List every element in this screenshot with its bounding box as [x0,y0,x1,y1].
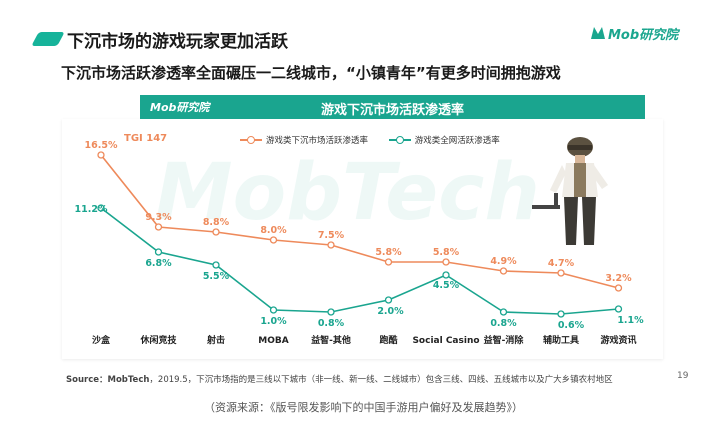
series-line-2 [100,207,619,315]
data-label-s1-4: 7.5% [318,230,345,241]
data-label-s1-6: 5.8% [433,247,460,258]
image-caption: （资源来源：《版号限发影响下的中国手游用户偏好及发展趋势》） [204,401,523,414]
data-point-s2-1 [154,248,163,256]
data-label-s1-2: 8.8% [203,217,230,228]
data-label-s2-4: 0.8% [318,318,345,329]
data-label-s1-7: 4.9% [490,256,517,267]
data-point-s1-0 [97,151,105,159]
source-text: ，2019.5，下沉市场指的是三线以下城市（非一线、新一线、二线城市）包含三线、… [149,375,613,385]
data-label-s2-8: 0.6% [558,320,585,331]
data-label-s2-0: 11.2% [75,204,108,215]
data-label-s2-2: 5.5% [203,271,230,282]
chart-legend: 游戏类下沉市场活跃渗透率 游戏类全网活跃渗透率 [240,134,518,147]
data-point-s1-3 [269,236,278,244]
data-label-s1-1: 9.3% [145,212,172,223]
data-label-s2-9: 1.1% [617,315,644,326]
watermark: MobTech [155,148,540,238]
x-tick-label-7: 益智-消除 [484,334,525,346]
game-character-illustration [532,137,608,245]
data-label-s2-1: 6.8% [145,258,172,269]
data-label-s2-7: 0.8% [490,318,517,329]
x-tick-label-8: 辅助工具 [543,334,579,346]
data-point-s1-9 [614,284,623,292]
brand-name: Mob研究院 [608,28,679,43]
page-number: 19 [677,371,689,381]
data-point-s1-5 [384,258,393,266]
data-point-s2-4 [327,308,335,316]
data-label-s1-3: 8.0% [260,225,287,236]
data-point-s1-6 [442,258,450,266]
data-point-s2-3 [269,306,278,314]
chart-title: 游戏下沉市场活跃渗透率 [320,103,464,118]
slide-subtitle: 下沉市场活跃渗透率全面碾压一二线城市，“小镇青年”有更多时间拥抱游戏 [61,64,561,82]
x-tick-label-9: 游戏资讯 [600,334,636,346]
data-point-s2-9 [614,305,623,313]
x-tick-label-6: Social Casino [412,336,479,346]
chart-card [62,119,663,359]
chart-header-band: Mob研究院 游戏下沉市场活跃渗透率 [140,95,645,119]
legend-label-downmarket: 游戏类下沉市场活跃渗透率 [266,136,369,146]
x-tick-label-3: MOBA [258,336,288,346]
data-point-s2-7 [499,308,508,316]
data-label-s2-5: 2.0% [377,306,404,317]
data-point-s2-8 [557,310,565,318]
data-point-s2-5 [384,296,393,304]
chart-header-logo: Mob研究院 [150,101,210,114]
brand-logo: Mob研究院 [590,22,700,44]
x-tick-label-4: 益智-其他 [311,334,351,346]
source-note: Source：MobTech，2019.5，下沉市场指的是三线以下城市（非一线、… [66,373,613,385]
x-tick-label-0: 沙盒 [92,334,111,346]
x-tick-label-1: 休闲竞技 [139,334,177,346]
data-point-s1-8 [557,269,565,277]
series-line-1 [100,154,619,289]
data-point-s1-2 [212,228,220,236]
brand-mark-icon [591,27,605,39]
slide-title: 下沉市场的游戏玩家更加活跃 [67,32,288,52]
legend-label-network: 游戏类全网活跃渗透率 [414,136,500,146]
x-tick-label-5: 跑酷 [379,334,397,346]
data-point-s1-1 [154,223,163,231]
data-point-s2-6 [442,271,450,279]
data-label-s1-0: 16.5% [85,140,118,151]
legend-swatch-teal [388,136,411,144]
source-label: Source：MobTech [66,375,150,385]
data-point-s2-2 [212,261,220,269]
legend-swatch-orange [240,136,262,144]
data-label-s2-3: 1.0% [260,316,287,327]
data-label-s1-8: 4.7% [548,258,575,269]
x-tick-label-2: 射击 [206,334,225,346]
tgi-annotation: TGI 147 [124,133,168,144]
legend-item-downmarket: 游戏类下沉市场活跃渗透率 [240,134,368,146]
data-point-s1-7 [499,267,508,275]
data-label-s2-6: 4.5% [433,280,460,291]
legend-item-network: 游戏类全网活跃渗透率 [388,134,500,146]
data-label-s1-5: 5.8% [375,247,402,258]
data-label-s1-9: 3.2% [605,273,632,284]
data-point-s1-4 [327,241,335,249]
data-point-s2-0 [97,204,105,212]
